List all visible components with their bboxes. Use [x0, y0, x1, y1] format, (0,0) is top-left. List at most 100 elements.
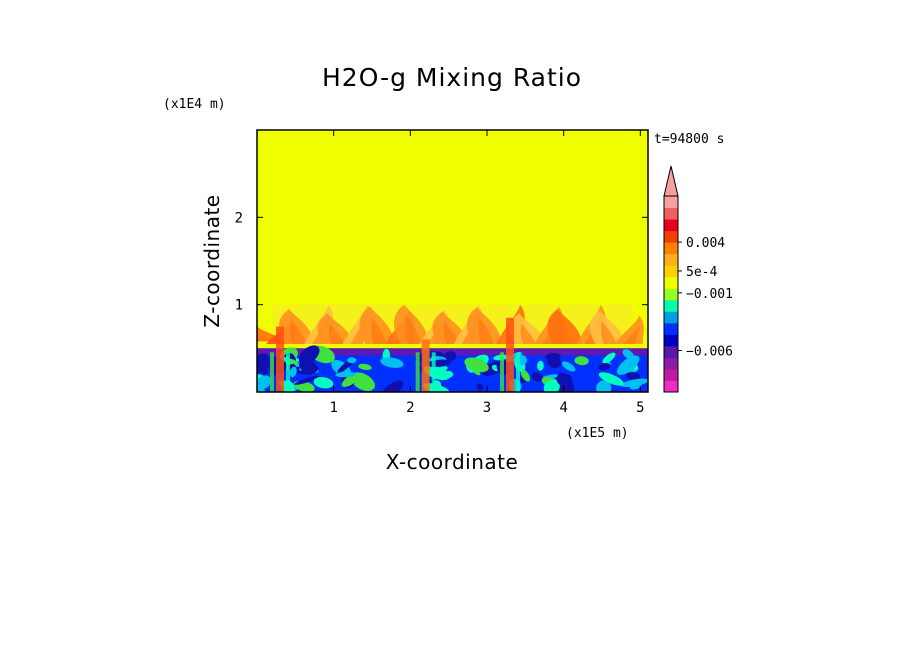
turbulent-patch — [433, 366, 448, 374]
plume-core — [329, 323, 344, 344]
updraft-edge — [431, 352, 436, 392]
colorbar-swatch — [664, 357, 678, 370]
plume-core — [257, 334, 271, 342]
plot-area — [257, 130, 648, 392]
turbulent-patch — [257, 375, 272, 390]
turbulent-patch — [257, 382, 268, 392]
turbulent-patch — [335, 371, 356, 378]
updraft-edge — [500, 352, 504, 392]
turbulent-patch — [257, 353, 272, 369]
turbulent-patch — [313, 377, 334, 389]
plume-core — [405, 314, 421, 344]
updraft-edge — [270, 352, 274, 392]
y-axis: 12 — [235, 210, 648, 314]
turbulent-patch — [556, 372, 568, 386]
plume-layer — [257, 304, 644, 344]
y-tick-label: 1 — [235, 298, 243, 314]
colorbar-swatch — [664, 253, 678, 266]
x-tick-label: 3 — [483, 400, 491, 416]
turbulent-patch — [358, 363, 372, 371]
updraft-edge — [415, 352, 420, 392]
time-label: t=94800 s — [654, 132, 724, 147]
plume-core — [601, 320, 616, 344]
turbulent-patch — [561, 361, 576, 372]
colorbar-swatch — [664, 230, 678, 243]
turbulent-patch — [574, 356, 589, 366]
updraft-edge — [286, 352, 290, 392]
turbulent-patch — [341, 373, 361, 387]
colorbar-swatch — [664, 219, 678, 232]
y-scale-label: (x1E4 m) — [163, 97, 226, 112]
turbulent-patch — [616, 355, 640, 375]
colorbar-label: 0.004 — [686, 236, 725, 251]
updraft-edge — [516, 352, 520, 392]
chart-title: H2O-g Mixing Ratio — [322, 63, 582, 92]
plume-core — [478, 317, 494, 344]
colorbar-label: 5e-4 — [686, 265, 717, 280]
turbulent-patch — [629, 382, 642, 390]
plume — [509, 313, 544, 344]
turbulent-patch — [520, 369, 531, 382]
turbulent-patch — [380, 357, 404, 368]
y-tick-label: 2 — [235, 210, 243, 226]
colorbar-swatch — [664, 276, 678, 289]
colorbar-swatch — [664, 345, 678, 358]
updraft-column — [276, 326, 284, 392]
turbulent-patch — [531, 372, 544, 382]
updraft-column — [421, 339, 430, 392]
colorbar-label: −0.001 — [686, 287, 733, 302]
colorbar-swatch — [664, 207, 678, 220]
updraft-column — [506, 317, 514, 392]
x-axis-label: X-coordinate — [386, 450, 519, 474]
y-axis-label: Z-coordinate — [200, 194, 224, 327]
turbulent-patch — [443, 351, 457, 362]
x-tick-label: 1 — [329, 400, 337, 416]
colorbar-swatch — [664, 265, 678, 278]
turbulent-patch — [381, 380, 404, 392]
plume-core — [371, 316, 386, 344]
x-tick-label: 5 — [636, 400, 644, 416]
turbulent-patch — [598, 372, 624, 386]
turbulent-patch — [289, 366, 297, 378]
colorbar-label: −0.006 — [686, 344, 733, 359]
plume-core — [622, 325, 641, 344]
colorbar-swatch — [664, 196, 678, 209]
colorbar-swatch — [664, 299, 678, 312]
plume — [317, 313, 352, 344]
colorbar-swatch — [664, 368, 678, 381]
x-scale-label: (x1E5 m) — [566, 426, 629, 441]
turbulent-patch — [257, 359, 269, 375]
plume-core — [444, 321, 459, 344]
turbulent-patch — [622, 349, 635, 360]
plume-core — [520, 323, 536, 344]
x-tick-label: 2 — [406, 400, 414, 416]
turbulent-patch — [626, 372, 640, 381]
turbulent-patch — [620, 378, 648, 387]
colorbar-swatch — [664, 380, 678, 393]
turbulent-patch — [347, 357, 357, 364]
x-tick-label: 4 — [559, 400, 567, 416]
plot-frame — [256, 129, 649, 393]
column-layer — [270, 317, 520, 392]
colorbar-swatch — [664, 288, 678, 301]
colorbar-swatch — [664, 334, 678, 347]
colorbar-swatch — [664, 311, 678, 324]
turbulent-patch — [464, 357, 489, 373]
plume-core — [290, 319, 306, 344]
turbulent-patch — [299, 359, 317, 373]
turbulent-patch — [537, 360, 544, 371]
turbulent-patch — [598, 363, 611, 371]
turbulent-patch — [294, 375, 320, 385]
colorbar-swatch — [664, 322, 678, 335]
x-axis: 1 2 3 4 5 — [329, 130, 645, 416]
colorbar: 0.004 5e-4 −0.001 −0.006 — [663, 165, 733, 393]
turbulent-patch — [543, 379, 560, 392]
colorbar-extension — [663, 165, 679, 197]
turbulent-patch — [547, 355, 562, 369]
turbulent-patch — [476, 383, 484, 391]
plume-core — [559, 319, 574, 344]
colorbar-frame — [663, 195, 679, 393]
colorbar-swatch — [664, 242, 678, 255]
turbulent-patch — [602, 352, 616, 364]
